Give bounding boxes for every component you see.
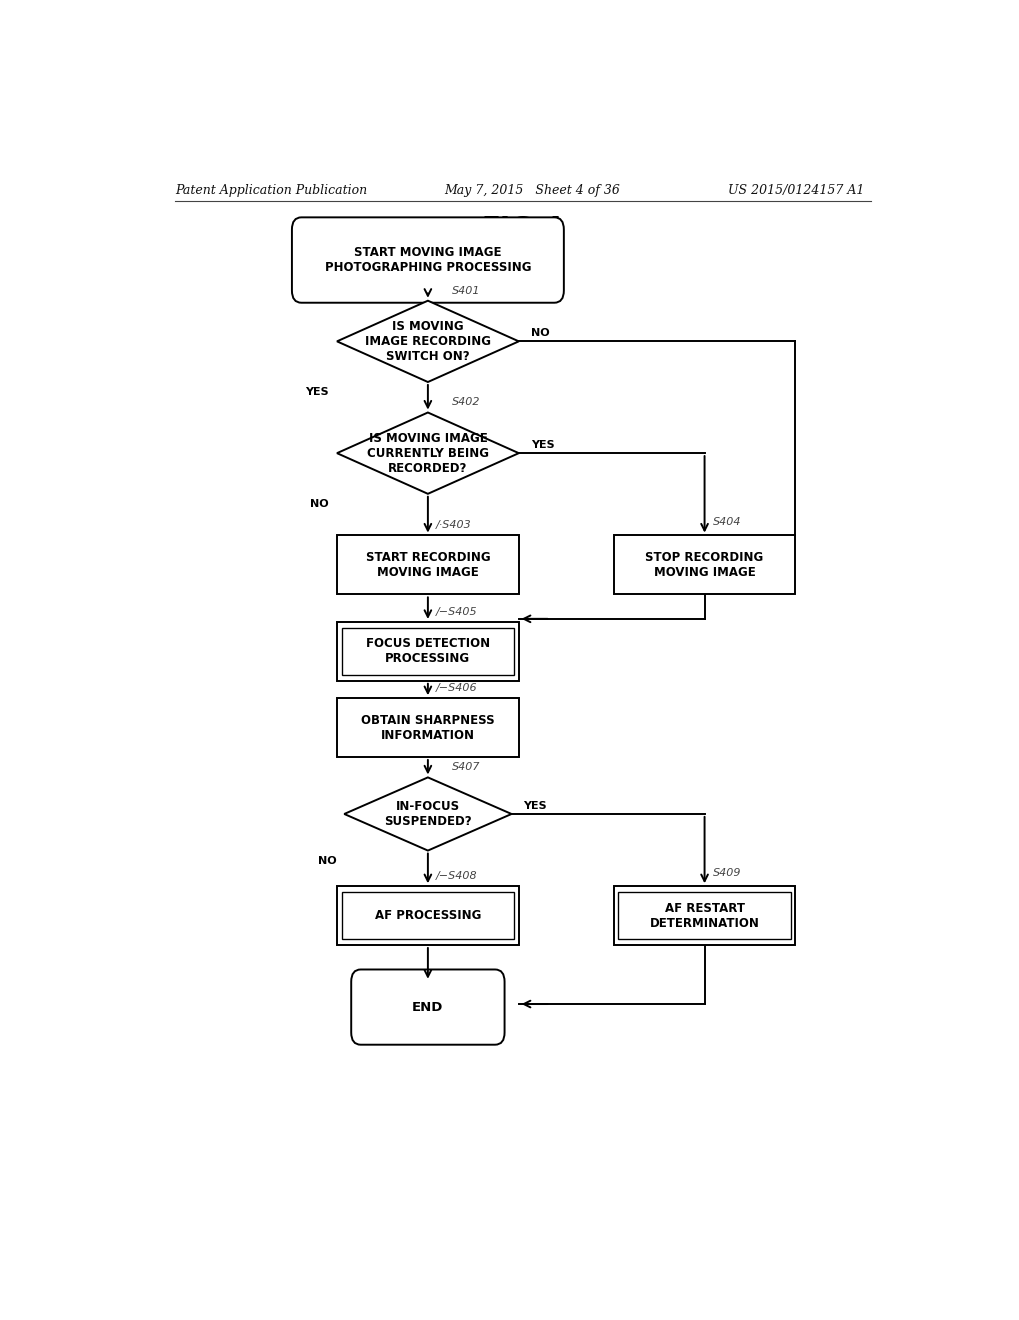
Text: FOCUS DETECTION
PROCESSING: FOCUS DETECTION PROCESSING — [366, 638, 489, 665]
Polygon shape — [344, 777, 511, 850]
Text: NO: NO — [530, 329, 549, 338]
Polygon shape — [336, 412, 519, 494]
Text: IS MOVING
IMAGE RECORDING
SWITCH ON?: IS MOVING IMAGE RECORDING SWITCH ON? — [365, 319, 490, 363]
Text: Patent Application Publication: Patent Application Publication — [175, 185, 367, 198]
Bar — [341, 892, 514, 939]
FancyBboxPatch shape — [291, 218, 564, 302]
Text: END: END — [412, 1001, 443, 1014]
Text: STOP RECORDING
MOVING IMAGE: STOP RECORDING MOVING IMAGE — [645, 550, 763, 579]
Text: IN-FOCUS
SUSPENDED?: IN-FOCUS SUSPENDED? — [384, 800, 471, 828]
Text: IS MOVING IMAGE
CURRENTLY BEING
RECORDED?: IS MOVING IMAGE CURRENTLY BEING RECORDED… — [367, 432, 488, 475]
Text: /−S406: /−S406 — [435, 682, 477, 693]
FancyBboxPatch shape — [351, 969, 504, 1044]
Text: START MOVING IMAGE
PHOTOGRAPHING PROCESSING: START MOVING IMAGE PHOTOGRAPHING PROCESS… — [324, 246, 531, 275]
Text: YES: YES — [305, 387, 329, 397]
Text: FIG.4: FIG.4 — [481, 215, 564, 243]
Bar — [613, 886, 795, 945]
Text: /−S405: /−S405 — [435, 607, 477, 616]
Text: AF RESTART
DETERMINATION: AF RESTART DETERMINATION — [649, 902, 759, 929]
Text: S401: S401 — [451, 285, 480, 296]
Text: NO: NO — [310, 499, 329, 510]
Bar — [336, 622, 519, 681]
Text: AF PROCESSING: AF PROCESSING — [374, 909, 481, 923]
Bar — [336, 536, 519, 594]
Bar — [336, 698, 519, 758]
Bar — [336, 886, 519, 945]
Text: YES: YES — [530, 440, 553, 450]
Text: /·S403: /·S403 — [435, 520, 471, 531]
Bar — [613, 536, 795, 594]
Text: US 2015/0124157 A1: US 2015/0124157 A1 — [728, 185, 864, 198]
Text: S404: S404 — [711, 517, 740, 528]
Text: OBTAIN SHARPNESS
INFORMATION: OBTAIN SHARPNESS INFORMATION — [361, 714, 494, 742]
Text: /−S408: /−S408 — [435, 871, 477, 880]
Text: S402: S402 — [451, 397, 480, 408]
Bar — [341, 628, 514, 675]
Text: May 7, 2015   Sheet 4 of 36: May 7, 2015 Sheet 4 of 36 — [443, 185, 619, 198]
Text: S407: S407 — [451, 763, 480, 772]
Bar — [618, 892, 790, 939]
Text: START RECORDING
MOVING IMAGE: START RECORDING MOVING IMAGE — [365, 550, 490, 579]
Text: NO: NO — [317, 855, 336, 866]
Text: S409: S409 — [711, 869, 740, 878]
Polygon shape — [336, 301, 519, 381]
Text: YES: YES — [523, 801, 546, 810]
